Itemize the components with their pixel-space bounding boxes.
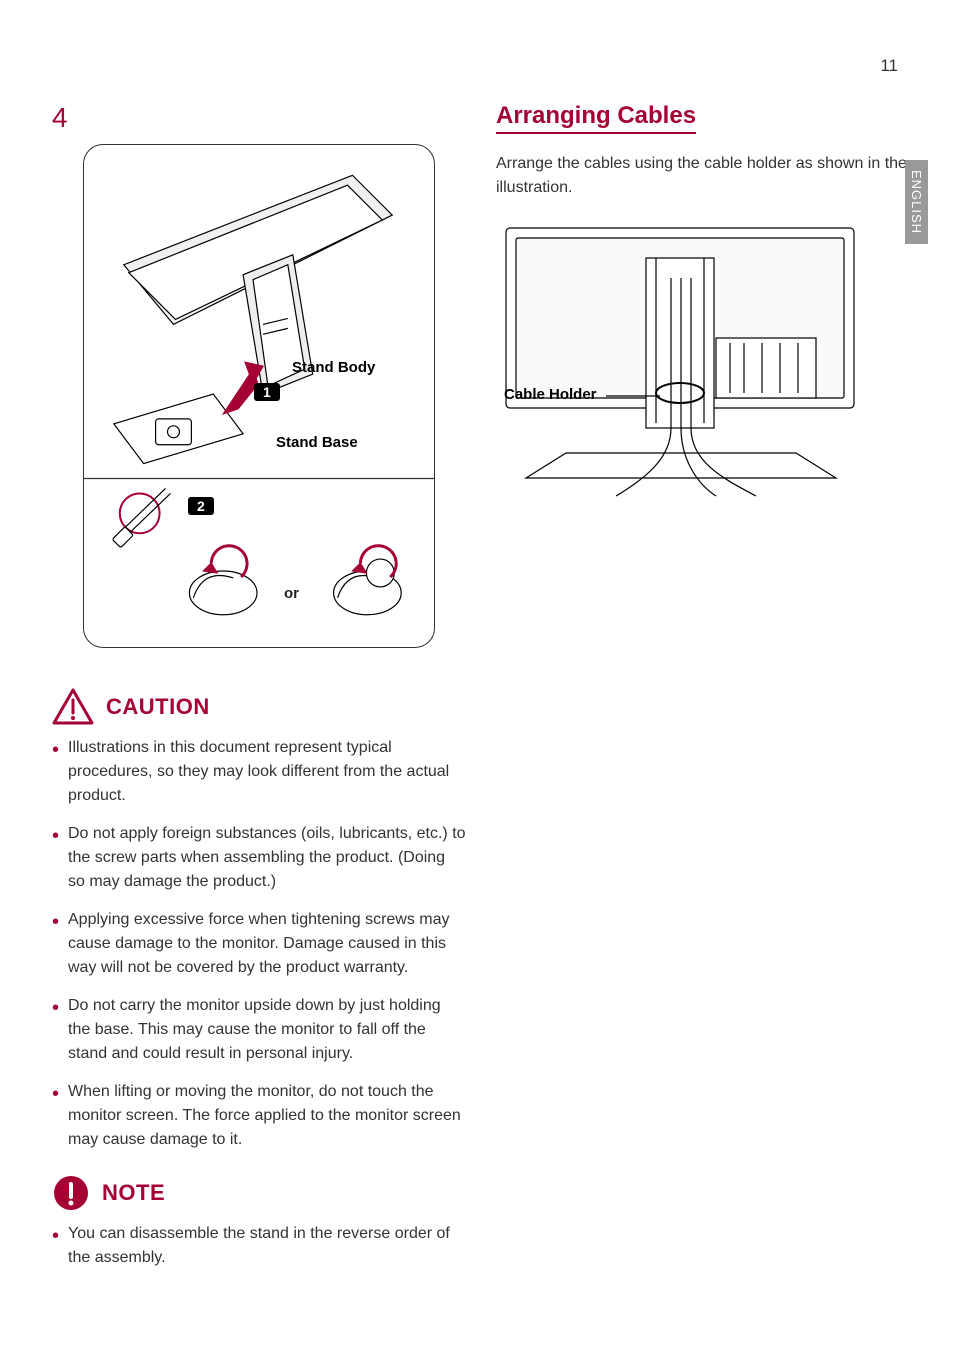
note-title: NOTE: [102, 1180, 165, 1206]
caution-title: CAUTION: [106, 694, 210, 720]
caution-list: Illustrations in this document represent…: [52, 736, 466, 1152]
callout-chip-1: 1: [254, 383, 280, 401]
note-heading: NOTE: [52, 1174, 466, 1212]
cable-illustration: Cable Holder: [496, 218, 864, 498]
callout-chip-2: 2: [188, 497, 214, 515]
language-tab: ENGLISH: [905, 160, 928, 244]
note-list: You can disassemble the stand in the rev…: [52, 1222, 466, 1270]
caution-item: When lifting or moving the monitor, do n…: [52, 1080, 466, 1152]
assembly-illustration: Stand Body 1 Stand Base 2 or: [83, 144, 435, 648]
page-number: 11: [880, 56, 898, 76]
note-item: You can disassemble the stand in the rev…: [52, 1222, 466, 1270]
left-column: 4: [52, 102, 466, 1284]
or-label: or: [284, 585, 299, 602]
section-heading: Arranging Cables: [496, 102, 696, 134]
caution-item: Applying excessive force when tightening…: [52, 908, 466, 980]
cable-svg: [496, 218, 864, 498]
right-column: Arranging Cables Arrange the cables usin…: [496, 102, 910, 1284]
step-number: 4: [52, 102, 466, 134]
content-columns: 4: [52, 102, 910, 1284]
section-intro: Arrange the cables using the cable holde…: [496, 152, 910, 200]
stand-base-label: Stand Base: [276, 434, 358, 451]
cable-holder-label: Cable Holder: [504, 386, 597, 403]
caution-icon: [52, 688, 94, 726]
caution-heading: CAUTION: [52, 688, 466, 726]
caution-item: Do not carry the monitor upside down by …: [52, 994, 466, 1066]
note-icon: [52, 1174, 90, 1212]
stand-body-label: Stand Body: [292, 359, 375, 376]
caution-item: Do not apply foreign substances (oils, l…: [52, 822, 466, 894]
caution-item: Illustrations in this document represent…: [52, 736, 466, 808]
